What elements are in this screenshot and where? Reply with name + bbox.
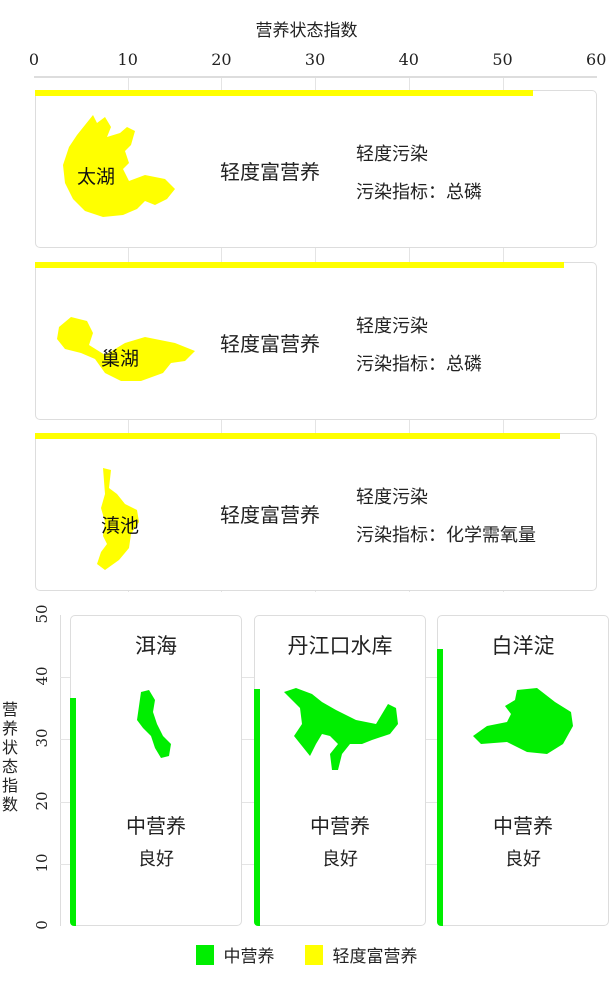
water-quality: 良好 bbox=[138, 849, 174, 870]
lake-shape bbox=[284, 688, 398, 770]
trophic-level: 中营养 bbox=[493, 814, 553, 838]
lake-shape bbox=[137, 690, 171, 758]
indicator-value: 化学需氧量 bbox=[446, 525, 536, 546]
lake-card bbox=[35, 90, 597, 248]
top-axis-line bbox=[34, 76, 597, 78]
index-bar bbox=[70, 697, 76, 926]
x-tick-label: 30 bbox=[304, 50, 326, 69]
pollution-level: 轻度污染 bbox=[356, 487, 428, 508]
lake-name: 洱海 bbox=[135, 634, 177, 658]
x-tick-label: 50 bbox=[492, 50, 513, 69]
left-axis-line bbox=[60, 615, 61, 926]
y-tick-label: 30 bbox=[33, 728, 51, 748]
legend-item: 中营养 bbox=[195, 942, 275, 967]
water-quality: 良好 bbox=[322, 849, 358, 870]
index-bar bbox=[437, 649, 443, 926]
lake-name: 巢湖 bbox=[101, 348, 140, 370]
lake-panel bbox=[70, 615, 242, 926]
x-tick-label: 0 bbox=[28, 50, 40, 69]
legend-item: 轻度富营养 bbox=[304, 942, 418, 967]
lake-shape bbox=[57, 317, 195, 381]
indicator-value: 总磷 bbox=[446, 182, 482, 203]
x-tick-label: 60 bbox=[586, 50, 607, 69]
lake-shape bbox=[473, 688, 573, 754]
y-tick-label: 40 bbox=[33, 666, 51, 686]
x-tick-label: 10 bbox=[117, 50, 138, 69]
indicator-label: 污染指标： bbox=[356, 182, 446, 203]
trophic-level: 轻度富营养 bbox=[220, 503, 320, 527]
lake-card bbox=[35, 262, 597, 420]
index-bar bbox=[35, 433, 560, 439]
trophic-level: 轻度富营养 bbox=[220, 160, 320, 184]
legend-label: 中营养 bbox=[223, 947, 275, 967]
pollution-indicator: 污染指标：化学需氧量 bbox=[356, 521, 536, 547]
x-tick-label: 20 bbox=[211, 50, 232, 69]
x-tick-label: 40 bbox=[398, 50, 419, 69]
lake-shape bbox=[63, 115, 175, 217]
lake-name: 白洋淀 bbox=[491, 634, 555, 658]
y-tick-label: 50 bbox=[33, 604, 51, 624]
index-bar bbox=[254, 689, 260, 926]
lake-name: 太湖 bbox=[77, 166, 116, 188]
indicator-label: 污染指标： bbox=[356, 354, 446, 375]
pollution-indicator: 污染指标：总磷 bbox=[356, 350, 482, 376]
water-quality: 良好 bbox=[505, 849, 541, 870]
legend-label: 轻度富营养 bbox=[332, 947, 418, 967]
trophic-level: 中营养 bbox=[126, 814, 186, 838]
lake-name: 滇池 bbox=[101, 515, 140, 537]
pollution-level: 轻度污染 bbox=[356, 316, 428, 337]
index-bar bbox=[35, 262, 565, 268]
y-tick-label: 0 bbox=[33, 920, 51, 930]
y-tick-label: 10 bbox=[33, 853, 51, 873]
index-bar bbox=[35, 90, 534, 96]
legend-swatch bbox=[195, 944, 214, 965]
y-tick-label: 20 bbox=[33, 791, 51, 811]
top-axis-title: 营养状态指数 bbox=[255, 21, 358, 41]
pollution-indicator: 污染指标：总磷 bbox=[356, 178, 482, 204]
lake-name: 丹江口水库 bbox=[287, 634, 393, 658]
indicator-label: 污染指标： bbox=[356, 525, 446, 546]
lake-shape bbox=[97, 468, 139, 570]
pollution-level: 轻度污染 bbox=[356, 144, 428, 165]
trophic-level: 轻度富营养 bbox=[220, 332, 320, 356]
left-axis-title: 营养状态指数 bbox=[1, 700, 18, 814]
legend: 中营养 轻度富营养 bbox=[0, 942, 613, 967]
legend-swatch bbox=[304, 944, 323, 965]
indicator-value: 总磷 bbox=[446, 354, 482, 375]
trophic-level: 中营养 bbox=[310, 814, 370, 838]
